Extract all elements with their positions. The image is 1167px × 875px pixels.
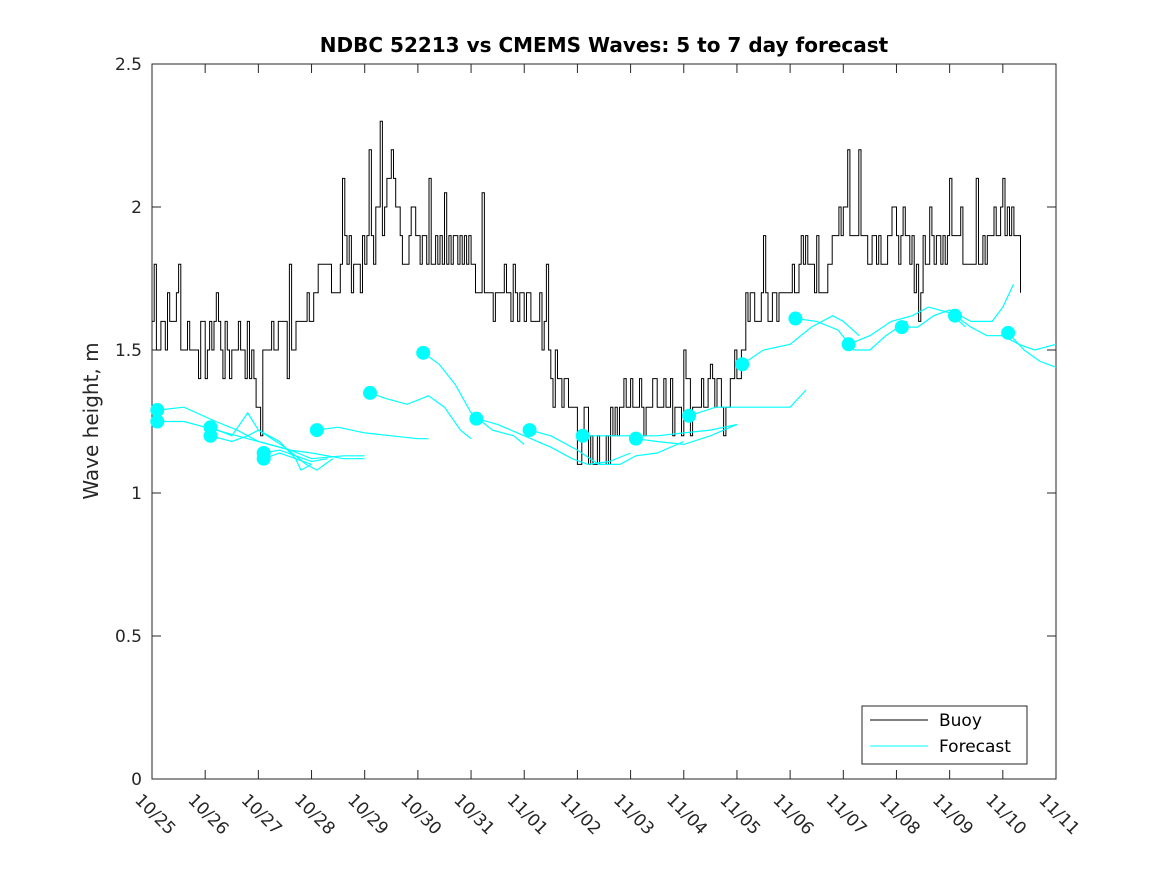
x-tick-label: 11/11 [1034,790,1083,839]
y-axis-label: Wave height, m [79,342,103,499]
x-tick-label: 11/02 [556,790,605,839]
forecast-series-line [635,423,738,446]
x-tick-label: 11/09 [928,790,977,839]
forecast-start-point [947,308,962,323]
forecast-series-line [263,449,328,463]
x-tick-label: 10/27 [237,790,286,839]
forecast-start-point [682,408,697,423]
x-tick-label: 11/05 [715,790,764,839]
forecast-start-point [1001,325,1016,340]
forecast-series-line [476,418,631,466]
x-tick-label: 10/28 [290,790,339,839]
y-tick-label: 0.5 [115,627,142,647]
x-tick-label: 11/01 [503,790,552,839]
forecast-series-line [369,392,472,440]
axes-box [151,63,1057,780]
forecast-start-point [469,411,484,426]
forecast-start-point [416,345,431,360]
forecast-series-line [263,452,312,471]
x-tick-label: 11/07 [822,790,871,839]
legend-forecast-label: Forecast [939,737,1011,757]
forecast-start-point [150,414,165,429]
forecast-start-point [841,337,856,352]
x-tick-label: 11/06 [769,790,818,839]
forecast-start-point [735,357,750,372]
x-tick-label: 11/03 [609,790,658,839]
forecast-series-line [210,411,334,471]
forecast-series-line [582,423,738,437]
buoy-series-line [152,120,1021,465]
forecast-start-point [256,451,271,466]
x-tick-label: 10/31 [450,790,499,839]
x-tick-label: 10/25 [130,790,179,839]
y-tick-label: 0 [131,770,142,790]
y-tick-label: 2.5 [115,55,142,75]
x-tick-label: 11/10 [981,790,1030,839]
forecast-series-line [529,429,685,465]
forecast-start-point [575,428,590,443]
forecast-start-point [150,403,165,418]
forecast-series-line [316,426,429,440]
forecast-series-line [795,317,908,351]
forecast-start-point [522,423,537,438]
x-tick-label: 11/04 [662,790,711,839]
forecast-series-line [422,352,525,445]
legend-buoy-label: Buoy [939,711,982,731]
x-tick-label: 10/26 [184,790,233,839]
forecast-series-line [688,389,807,417]
forecast-start-point [363,385,378,400]
y-tick-label: 2 [131,198,142,218]
chart-title: NDBC 52213 vs CMEMS Waves: 5 to 7 day fo… [320,33,889,57]
y-tick-label: 1 [131,484,142,504]
x-tick-label: 10/29 [343,790,392,839]
forecast-series-line [1007,332,1057,368]
forecast-series-line [741,315,860,365]
legend: Buoy Forecast [861,705,1028,765]
forecast-series-line [157,420,365,460]
forecast-start-point [788,311,803,326]
forecast-start-point [894,320,909,335]
x-tick-label: 11/08 [875,790,924,839]
forecast-start-point [309,423,324,438]
forecast-start-point [203,428,218,443]
forecast-start-point [628,431,643,446]
y-tick-label: 1.5 [115,341,142,361]
x-tick-label: 10/30 [396,790,445,839]
legend-box [861,705,1028,765]
